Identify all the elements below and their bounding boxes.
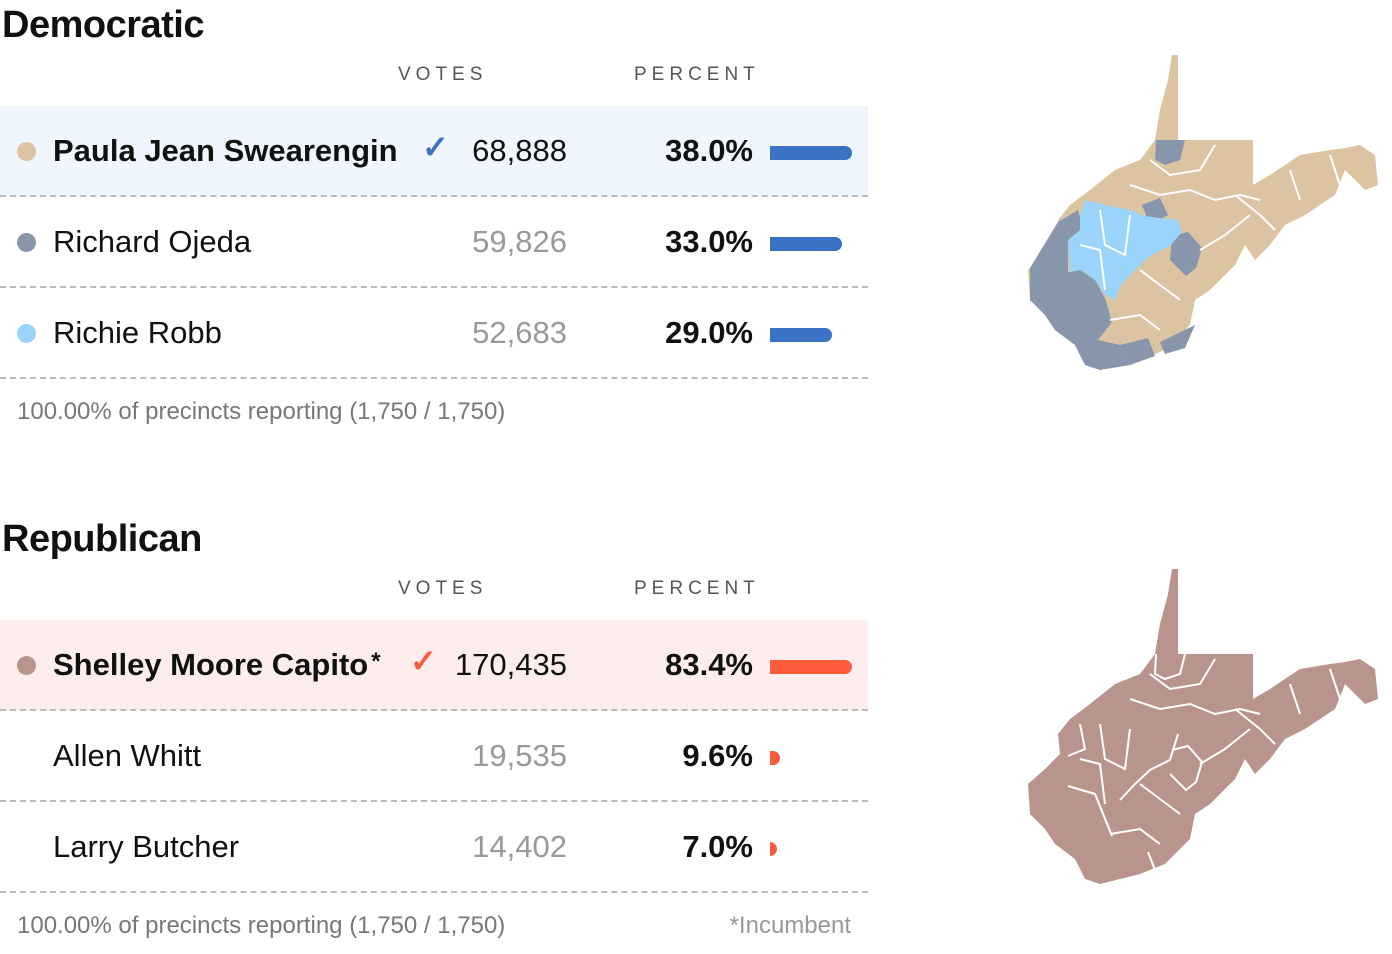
winner-check-icon: ✓: [410, 643, 437, 679]
candidate-color-dot: [17, 656, 36, 675]
percent-bar: [770, 660, 852, 674]
candidate-name: Larry Butcher: [53, 829, 240, 864]
candidate-votes: 68,888: [472, 133, 567, 168]
candidate-name: Richard Ojeda: [53, 224, 252, 259]
percent-bar: [770, 146, 852, 160]
candidate-name: Richie Robb: [53, 315, 222, 350]
race-title: Republican: [2, 518, 202, 560]
candidate-votes: 19,535: [472, 738, 567, 773]
candidate-votes: 52,683: [472, 315, 567, 350]
candidate-name-text: Shelley Moore Capito: [53, 647, 369, 682]
republican-race: Republican VOTES PERCENT Shelley Moore C…: [0, 518, 868, 954]
candidate-row: Allen Whitt 19,535 9.6%: [0, 711, 868, 802]
candidate-row: Richie Robb 52,683 29.0%: [0, 288, 868, 379]
candidate-row: Larry Butcher 14,402 7.0%: [0, 802, 868, 893]
candidate-color-dot: [17, 324, 36, 343]
candidate-color-dot: [17, 142, 36, 161]
percent-column-header: PERCENT: [634, 578, 760, 599]
incumbent-footnote: *Incumbent: [729, 912, 851, 939]
percent-bar: [770, 842, 777, 856]
votes-column-header: VOTES: [398, 64, 488, 85]
candidate-votes: 59,826: [472, 224, 567, 259]
candidate-row: Shelley Moore Capito * ✓ 170,435 83.4%: [0, 620, 868, 711]
candidate-name: Shelley Moore Capito *: [53, 647, 381, 683]
candidate-percent: 9.6%: [682, 738, 753, 773]
candidate-name: Allen Whitt: [53, 738, 202, 773]
winner-check-icon: ✓: [422, 129, 449, 165]
precincts-reporting: 100.00% of precincts reporting (1,750 / …: [17, 912, 506, 939]
race-title: Democratic: [2, 4, 204, 46]
percent-column-header: PERCENT: [634, 64, 760, 85]
precincts-reporting: 100.00% of precincts reporting (1,750 / …: [17, 398, 506, 425]
incumbent-mark: *: [371, 648, 381, 675]
percent-bar: [770, 751, 780, 765]
candidate-percent: 29.0%: [665, 315, 753, 350]
candidate-row: Paula Jean Swearengin ✓ 68,888 38.0%: [0, 106, 868, 197]
candidate-color-dot: [17, 233, 36, 252]
candidate-percent: 33.0%: [665, 224, 753, 259]
candidate-row: Richard Ojeda 59,826 33.0%: [0, 197, 868, 288]
votes-column-header: VOTES: [398, 578, 488, 599]
democratic-race: Democratic VOTES PERCENT Paula Jean Swea…: [0, 4, 868, 444]
candidate-percent: 38.0%: [665, 133, 753, 168]
candidate-percent: 7.0%: [682, 829, 753, 864]
candidate-percent: 83.4%: [665, 647, 753, 682]
candidate-name: Paula Jean Swearengin: [53, 133, 398, 168]
percent-bar: [770, 328, 832, 342]
candidate-votes: 14,402: [472, 829, 567, 864]
republican-county-map: [1028, 569, 1378, 884]
candidate-votes: 170,435: [454, 647, 567, 682]
percent-bar: [770, 237, 842, 251]
democratic-county-map: [1028, 55, 1378, 370]
